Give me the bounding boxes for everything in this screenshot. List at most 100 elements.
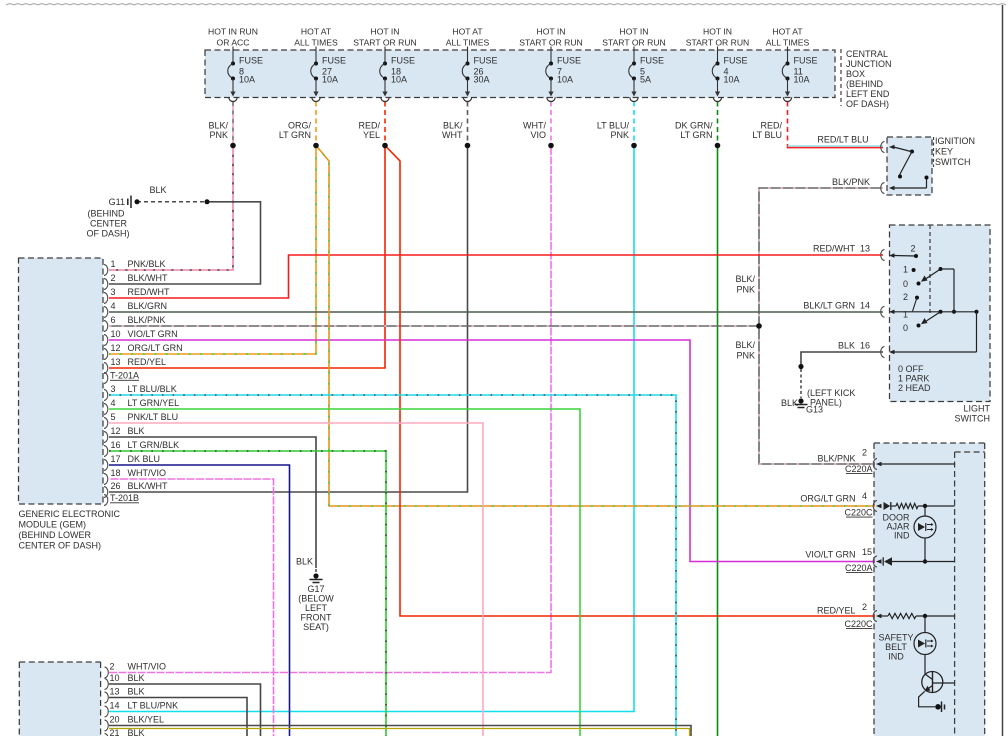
svg-text:(BEHIND: (BEHIND [846, 79, 884, 89]
svg-text:VIO/LT GRN: VIO/LT GRN [805, 550, 855, 560]
svg-text:ALL TIMES: ALL TIMES [766, 38, 810, 48]
svg-text:RED/WHT: RED/WHT [813, 244, 855, 254]
svg-text:WHT/VIO: WHT/VIO [128, 662, 167, 672]
svg-text:BLK: BLK [128, 728, 145, 736]
svg-text:1 PARK: 1 PARK [898, 374, 929, 384]
svg-text:18: 18 [391, 67, 401, 77]
svg-text:5: 5 [640, 67, 645, 77]
svg-text:FUSE: FUSE [322, 56, 346, 66]
svg-text:LT BLU/: LT BLU/ [597, 121, 630, 131]
svg-text:13: 13 [110, 687, 120, 697]
svg-text:2: 2 [910, 244, 915, 254]
svg-text:BLK/LT GRN: BLK/LT GRN [803, 301, 855, 311]
svg-text:2: 2 [111, 273, 116, 283]
svg-text:AJAR: AJAR [886, 522, 910, 532]
svg-text:BLK/: BLK/ [443, 121, 463, 131]
svg-text:5A: 5A [640, 75, 651, 85]
svg-text:4: 4 [111, 398, 116, 408]
svg-text:OF DASH): OF DASH) [87, 229, 130, 239]
svg-text:WHT/VIO: WHT/VIO [128, 468, 167, 478]
svg-text:BLK/WHT: BLK/WHT [128, 481, 169, 491]
svg-text:PNK/BLK: PNK/BLK [128, 259, 166, 269]
svg-text:BLK: BLK [781, 398, 798, 408]
svg-text:BLK: BLK [128, 426, 145, 436]
svg-text:2: 2 [862, 448, 867, 458]
svg-text:BLK/WHT: BLK/WHT [128, 273, 169, 283]
svg-text:BLK: BLK [296, 557, 313, 567]
svg-text:LT BLU: LT BLU [752, 130, 782, 140]
svg-text:10A: 10A [557, 75, 573, 85]
svg-text:RED/YEL: RED/YEL [817, 606, 856, 616]
svg-text:BLK/GRN: BLK/GRN [128, 301, 168, 311]
svg-text:0 OFF: 0 OFF [898, 364, 924, 374]
svg-text:14: 14 [110, 701, 120, 711]
svg-text:G11: G11 [109, 197, 125, 207]
svg-text:3: 3 [111, 287, 116, 297]
svg-text:PANEL): PANEL) [810, 398, 842, 408]
svg-text:HOT AT: HOT AT [772, 27, 803, 37]
svg-text:OR ACC: OR ACC [217, 38, 250, 48]
svg-text:HOT IN RUN: HOT IN RUN [208, 27, 258, 37]
svg-text:RED/: RED/ [358, 121, 380, 131]
svg-text:START OR RUN: START OR RUN [686, 38, 750, 48]
svg-text:RED/: RED/ [760, 121, 782, 131]
svg-text:0: 0 [903, 323, 908, 333]
svg-text:LT GRN/YEL: LT GRN/YEL [128, 398, 180, 408]
svg-text:BLK/PNK: BLK/PNK [128, 315, 166, 325]
svg-text:10A: 10A [322, 75, 338, 85]
svg-text:VIO/LT GRN: VIO/LT GRN [128, 329, 178, 339]
svg-text:G17: G17 [307, 584, 324, 594]
svg-text:14: 14 [860, 301, 870, 311]
svg-text:2: 2 [903, 292, 908, 302]
svg-text:WHT: WHT [442, 130, 463, 140]
svg-text:BELT: BELT [885, 642, 907, 652]
svg-text:FUSE: FUSE [640, 56, 664, 66]
svg-text:10A: 10A [391, 75, 407, 85]
svg-text:JUNCTION: JUNCTION [846, 59, 892, 69]
svg-text:IGNITION: IGNITION [935, 136, 975, 146]
svg-text:OF DASH): OF DASH) [846, 99, 889, 109]
svg-text:BLK: BLK [128, 673, 145, 683]
svg-text:DK BLU: DK BLU [128, 454, 161, 464]
svg-text:RED/YEL: RED/YEL [128, 357, 167, 367]
svg-text:HOT AT: HOT AT [301, 27, 332, 37]
svg-text:10: 10 [110, 673, 120, 683]
svg-text:BLK/PNK: BLK/PNK [817, 454, 855, 464]
svg-text:BLK: BLK [128, 687, 145, 697]
svg-text:PNK: PNK [209, 130, 228, 140]
svg-text:13: 13 [111, 357, 121, 367]
svg-text:0: 0 [903, 279, 908, 289]
svg-text:PNK: PNK [610, 130, 629, 140]
svg-text:START OR RUN: START OR RUN [602, 38, 666, 48]
svg-text:21: 21 [110, 728, 120, 736]
svg-text:5: 5 [111, 412, 116, 422]
svg-text:HOT IN: HOT IN [703, 27, 732, 37]
svg-text:G13: G13 [806, 405, 823, 415]
svg-text:MODULE (GEM): MODULE (GEM) [19, 520, 87, 530]
svg-text:SWITCH: SWITCH [955, 414, 991, 424]
svg-text:START OR RUN: START OR RUN [353, 38, 417, 48]
svg-text:PNK: PNK [736, 285, 755, 295]
svg-text:(BELOW: (BELOW [298, 594, 334, 604]
svg-text:KEY: KEY [935, 147, 953, 157]
svg-text:FUSE: FUSE [391, 56, 415, 66]
svg-text:LEFT: LEFT [305, 603, 328, 613]
svg-text:10A: 10A [239, 75, 255, 85]
svg-text:11: 11 [794, 67, 803, 77]
svg-text:15: 15 [862, 547, 872, 557]
svg-text:ORG/: ORG/ [288, 121, 312, 131]
svg-text:12: 12 [111, 343, 121, 353]
svg-text:10: 10 [111, 329, 121, 339]
svg-text:VIO: VIO [530, 130, 546, 140]
svg-text:27: 27 [322, 67, 332, 77]
svg-text:BLK/PNK: BLK/PNK [832, 177, 870, 187]
svg-text:LT GRN/BLK: LT GRN/BLK [128, 440, 180, 450]
svg-text:GENERIC ELECTRONIC: GENERIC ELECTRONIC [19, 509, 121, 519]
svg-text:IND: IND [888, 652, 904, 662]
svg-text:LT BLU/BLK: LT BLU/BLK [128, 384, 177, 394]
svg-text:BLK: BLK [838, 341, 855, 351]
svg-text:SWITCH: SWITCH [935, 157, 971, 167]
svg-text:4: 4 [862, 491, 867, 501]
svg-text:LT GRN: LT GRN [680, 130, 712, 140]
svg-text:1: 1 [111, 259, 116, 269]
